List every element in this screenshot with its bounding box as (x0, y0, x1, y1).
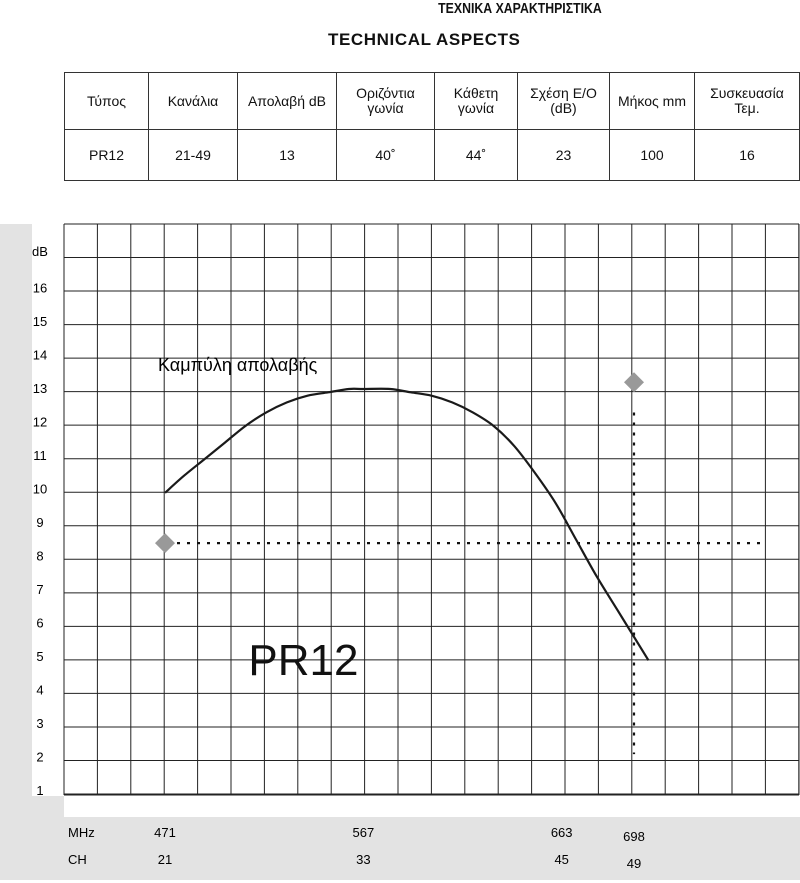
cell-channels: 21-49 (148, 129, 238, 181)
y-axis-unit-label: dB (32, 244, 48, 259)
x-tick-ch-label: 33 (356, 852, 370, 867)
y-tick-label: 3 (36, 716, 43, 731)
y-tick-label: 12 (33, 415, 47, 430)
series-label: Καμπύλη απολαβής (158, 355, 318, 375)
x-axis-ch-label: CH (68, 852, 87, 867)
y-tick-label: 4 (36, 683, 43, 698)
x-tick-mhz-label: 567 (352, 825, 374, 840)
y-tick-label: 2 (36, 750, 43, 765)
y-tick-label: 8 (36, 549, 43, 564)
x-tick-mhz-label: 698 (623, 829, 645, 844)
specs-data-row: PR12 21-49 13 40˚ 44˚ 23 100 16 (64, 129, 800, 181)
header-type: Τύπος (64, 72, 149, 130)
y-tick-label: 1 (36, 783, 43, 798)
y-tick-label: 5 (36, 649, 43, 664)
y-tick-label: 6 (36, 616, 43, 631)
cell-vertical-angle: 44˚ (434, 129, 518, 181)
x-axis-mhz-label: MHz (68, 825, 95, 840)
cell-gain: 13 (237, 129, 337, 181)
specs-header-row: Τύπος Κανάλια Απολαβή dB Οριζόντια γωνία… (64, 72, 800, 130)
diamond-marker (624, 372, 644, 393)
title-greek: ΤΕΧΝΙΚΑ ΧΑΡΑΚΤΗΡΙΣΤΙΚΑ (438, 0, 602, 17)
header-packaging: Συσκευασία Τεμ. (694, 72, 800, 130)
cell-packaging: 16 (694, 129, 800, 181)
y-axis-panel-lower (0, 796, 64, 817)
model-annotation: PR12 (248, 636, 358, 685)
x-axis-band (0, 817, 800, 880)
y-tick-label: 13 (33, 381, 47, 396)
y-tick-label: 7 (36, 582, 43, 597)
x-tick-mhz-label: 471 (154, 825, 176, 840)
gain-curve (164, 387, 650, 661)
x-tick-mhz-label: 663 (551, 825, 573, 840)
x-tick-ch-label: 45 (554, 852, 568, 867)
specs-table: Τύπος Κανάλια Απολαβή dB Οριζόντια γωνία… (64, 72, 800, 181)
header-front-back-ratio: Σχέση Ε/Ο (dB) (517, 72, 610, 130)
y-tick-label: 11 (33, 448, 47, 463)
y-axis-panel (0, 224, 32, 880)
header-vertical-angle: Κάθετη γωνία (434, 72, 518, 130)
y-tick-label: 15 (33, 314, 47, 329)
diamond-marker (155, 533, 175, 554)
grid (63, 223, 800, 796)
cell-front-back-ratio: 23 (517, 129, 610, 181)
title-english: TECHNICAL ASPECTS (328, 30, 521, 49)
x-tick-ch-label: 21 (158, 852, 172, 867)
y-tick-label: 14 (33, 348, 47, 363)
cell-length: 100 (609, 129, 695, 181)
cell-horizontal-angle: 40˚ (336, 129, 435, 181)
cell-type: PR12 (64, 129, 149, 181)
y-tick-label: 16 (33, 281, 47, 296)
header-gain: Απολαβή dB (237, 72, 337, 130)
y-tick-label: 10 (33, 482, 47, 497)
x-tick-ch-label: 49 (627, 856, 641, 871)
y-tick-label: 9 (36, 515, 43, 530)
